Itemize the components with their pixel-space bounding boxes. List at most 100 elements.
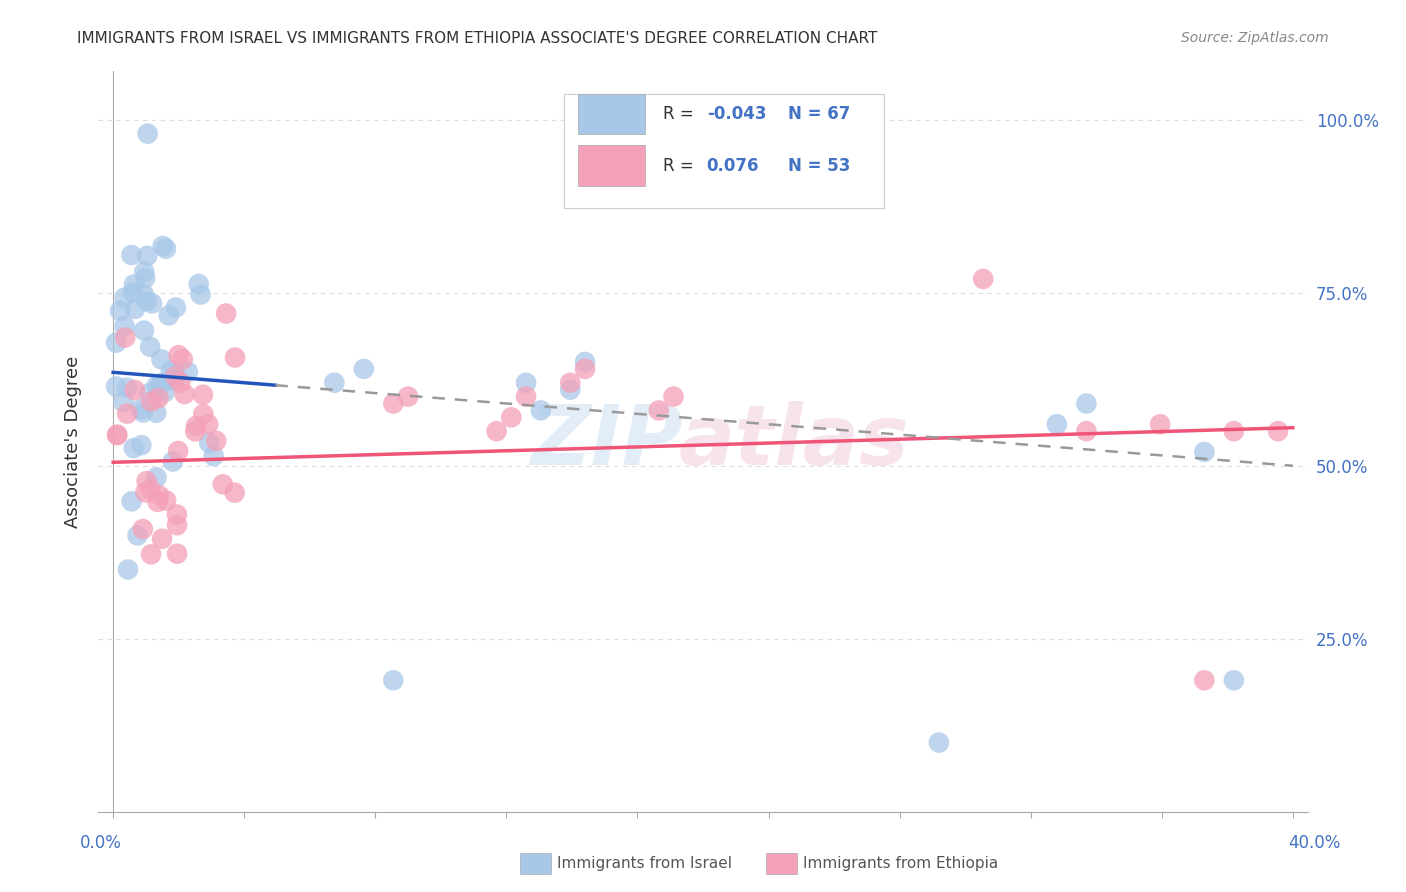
Text: 0.076: 0.076: [707, 157, 759, 175]
Point: [148, 391, 170, 405]
Text: Source: ZipAtlas.com: Source: ZipAtlas.com: [1181, 31, 1329, 45]
Point: [560, 376, 582, 390]
Point: [138, 386, 160, 401]
Point: [162, 454, 184, 468]
Text: N = 53: N = 53: [787, 157, 851, 175]
Point: [166, 547, 188, 561]
Point: [159, 363, 181, 377]
Point: [515, 376, 537, 390]
Point: [105, 335, 128, 350]
Point: [115, 381, 138, 395]
Point: [205, 434, 228, 448]
Point: [124, 301, 146, 316]
Point: [139, 340, 162, 354]
Point: [136, 249, 159, 263]
Point: [150, 352, 173, 367]
Point: [132, 286, 155, 301]
Text: Immigrants from Ethiopia: Immigrants from Ethiopia: [803, 856, 998, 871]
Text: N = 67: N = 67: [787, 105, 851, 123]
FancyBboxPatch shape: [564, 94, 884, 209]
Bar: [578, 94, 645, 135]
Point: [131, 438, 153, 452]
Point: [129, 402, 152, 417]
Point: [155, 493, 177, 508]
Point: [124, 383, 146, 397]
Point: [132, 324, 155, 338]
Point: [114, 330, 136, 344]
Point: [167, 348, 190, 362]
Point: [648, 403, 671, 417]
Point: [122, 277, 145, 292]
Point: [121, 494, 143, 508]
Point: [167, 444, 190, 458]
Point: [515, 390, 537, 404]
Point: [105, 379, 128, 393]
Point: [132, 522, 155, 536]
Point: [224, 351, 246, 365]
Point: [173, 387, 195, 401]
Point: [112, 395, 135, 409]
Text: atlas: atlas: [678, 401, 910, 482]
Point: [184, 425, 207, 439]
Point: [163, 366, 186, 380]
Point: [1194, 445, 1216, 459]
Bar: [578, 145, 645, 186]
Point: [145, 406, 167, 420]
Point: [132, 405, 155, 419]
Point: [382, 396, 405, 410]
Point: [117, 563, 139, 577]
Text: IMMIGRANTS FROM ISRAEL VS IMMIGRANTS FROM ETHIOPIA ASSOCIATE'S DEGREE CORRELATIO: IMMIGRANTS FROM ISRAEL VS IMMIGRANTS FRO…: [77, 31, 877, 46]
Point: [574, 362, 596, 376]
Point: [153, 384, 176, 399]
Point: [202, 449, 225, 463]
Point: [146, 378, 169, 392]
Point: [145, 470, 167, 484]
Point: [211, 477, 233, 491]
Point: [928, 735, 950, 749]
Point: [172, 352, 194, 367]
Point: [134, 265, 156, 279]
Text: -0.043: -0.043: [707, 105, 766, 123]
Point: [560, 383, 582, 397]
Point: [134, 485, 156, 500]
Point: [323, 376, 346, 390]
Point: [530, 403, 553, 417]
Point: [190, 287, 212, 301]
Point: [1046, 417, 1069, 432]
Point: [105, 428, 128, 442]
Point: [141, 296, 163, 310]
Point: [139, 547, 162, 561]
Y-axis label: Associate's Degree: Associate's Degree: [63, 355, 82, 528]
Point: [169, 376, 191, 390]
Point: [382, 673, 405, 688]
Point: [198, 436, 221, 450]
Text: Immigrants from Israel: Immigrants from Israel: [557, 856, 731, 871]
Text: 0.0%: 0.0%: [80, 834, 122, 852]
Point: [662, 390, 685, 404]
Point: [193, 407, 215, 421]
Point: [501, 410, 523, 425]
Text: R =: R =: [664, 105, 699, 123]
Point: [1223, 673, 1246, 688]
Point: [135, 294, 157, 309]
Point: [155, 242, 177, 256]
Text: ZIP: ZIP: [530, 401, 682, 482]
Point: [122, 285, 145, 300]
Point: [148, 488, 170, 502]
Point: [105, 427, 128, 442]
Point: [127, 528, 149, 542]
Point: [150, 532, 173, 546]
Point: [163, 374, 186, 388]
Point: [224, 485, 246, 500]
Point: [574, 355, 596, 369]
Point: [215, 306, 238, 320]
Point: [114, 319, 136, 334]
Point: [1149, 417, 1171, 432]
Point: [166, 508, 188, 522]
Point: [197, 417, 219, 432]
Point: [972, 272, 994, 286]
Point: [146, 495, 169, 509]
Point: [165, 369, 187, 384]
Point: [191, 388, 214, 402]
Point: [115, 407, 138, 421]
